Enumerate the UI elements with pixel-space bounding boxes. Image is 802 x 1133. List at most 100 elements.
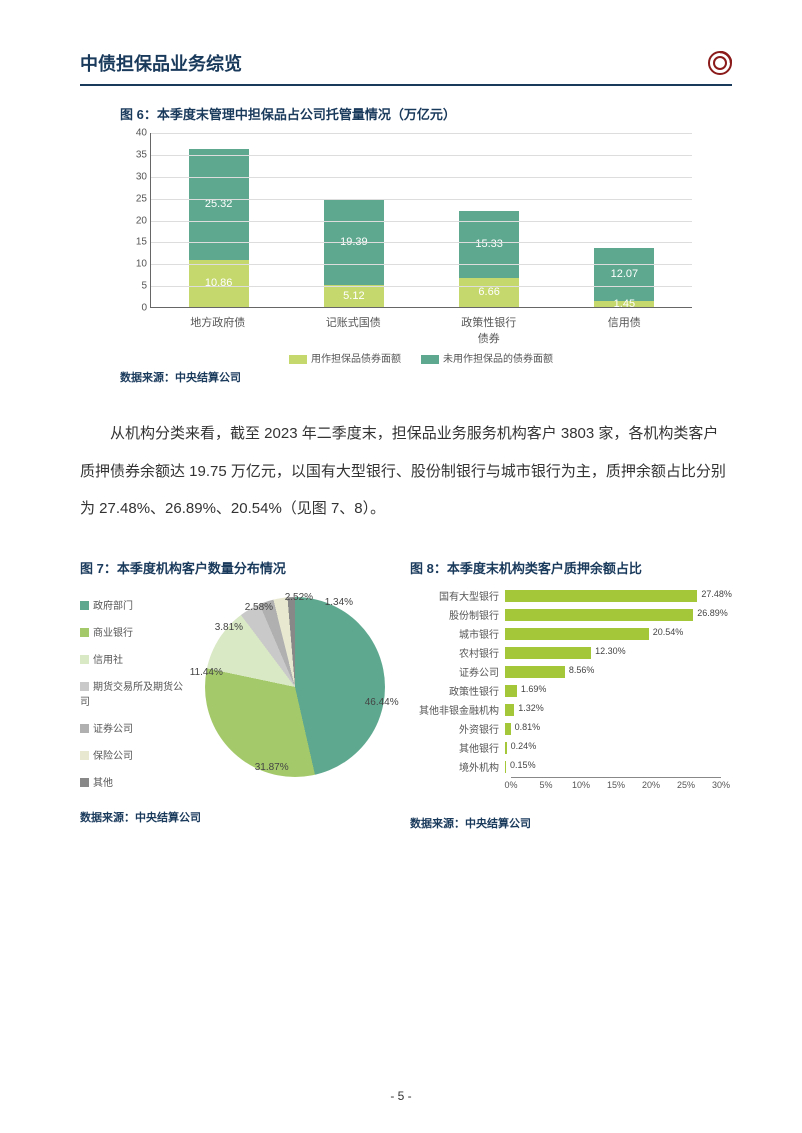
chart8-value: 0.15%	[510, 760, 536, 770]
chart7-title: 图 7：本季度机构客户数量分布情况	[80, 558, 380, 577]
page-number: - 5 -	[390, 1089, 411, 1103]
chart6-bar: 10.8625.32	[189, 149, 249, 307]
chart6-plot: 10.8625.32 5.1219.39 6.6615.33 1.4512.07 0 5…	[120, 133, 692, 363]
chart8-source: 数据来源：中央结算公司	[410, 815, 732, 831]
chart8-value: 26.89%	[697, 608, 728, 618]
chart6-segment: 5.12	[324, 285, 384, 307]
page-header: 中债担保品业务综览	[80, 50, 732, 86]
chart7-legend-item: 信用社	[80, 651, 185, 666]
chart7-slice-label: 2.52%	[285, 592, 313, 603]
chart8-label: 证券公司	[410, 664, 505, 679]
chart8-label: 国有大型银行	[410, 588, 505, 603]
chart8-row: 政策性银行 1.69%	[410, 682, 732, 700]
chart8-xtick: 10%	[572, 780, 590, 790]
chart8-value: 27.48%	[701, 589, 732, 599]
chart7-slice-label: 1.34%	[325, 597, 353, 608]
chart6-segment: 1.45	[594, 301, 654, 307]
chart6-section: 图 6：本季度末管理中担保品占公司托管量情况（万亿元） 10.8625.32 5.…	[80, 104, 732, 385]
chart7-section: 图 7：本季度机构客户数量分布情况 政府部门商业银行信用社期货交易所及期货公司证…	[80, 558, 380, 831]
chart8-xtick: 15%	[607, 780, 625, 790]
chart6-ytick: 30	[123, 171, 147, 182]
chart6-ytick: 15	[123, 237, 147, 248]
chart6-xlabel: 政策性银行债券	[459, 314, 519, 346]
chart8-label: 外资银行	[410, 721, 505, 736]
chart8-value: 0.24%	[511, 741, 537, 751]
chart8-xtick: 25%	[677, 780, 695, 790]
chart6-bar: 5.1219.39	[324, 200, 384, 307]
logo-icon	[708, 51, 732, 75]
chart7-slice-label: 31.87%	[255, 762, 289, 773]
chart8-row: 城市银行20.54%	[410, 625, 732, 643]
chart7-pie: 46.44%31.87%11.44%3.81%2.58%2.52%1.34%	[195, 587, 380, 787]
chart7-slice-label: 46.44%	[365, 697, 399, 708]
chart7-source: 数据来源：中央结算公司	[80, 809, 380, 825]
chart8-bar	[505, 628, 649, 640]
chart8-xtick: 5%	[539, 780, 552, 790]
chart7-slice-label: 3.81%	[215, 622, 243, 633]
chart8-label: 农村银行	[410, 645, 505, 660]
chart8-value: 1.69%	[521, 684, 547, 694]
chart8-row: 证券公司 8.56%	[410, 663, 732, 681]
chart6-bar: 6.6615.33	[459, 211, 519, 307]
chart6-ytick: 0	[123, 303, 147, 314]
bottom-charts-row: 图 7：本季度机构客户数量分布情况 政府部门商业银行信用社期货交易所及期货公司证…	[80, 558, 732, 831]
chart7-legend-item: 政府部门	[80, 597, 185, 612]
chart8-row: 境外机构 0.15%	[410, 758, 732, 776]
chart8-bar	[505, 742, 507, 754]
chart8-value: 12.30%	[595, 646, 626, 656]
chart8-bar	[505, 647, 591, 659]
chart6-ytick: 35	[123, 149, 147, 160]
chart8-bar	[505, 761, 506, 773]
chart8-xtick: 30%	[712, 780, 730, 790]
chart8-xtick: 20%	[642, 780, 660, 790]
chart8-row: 其他银行0.24%	[410, 739, 732, 757]
chart6-ytick: 5	[123, 281, 147, 292]
chart8-bar	[505, 590, 697, 602]
chart8-bar	[505, 723, 511, 735]
chart8-label: 股份制银行	[410, 607, 505, 622]
chart6-ytick: 10	[123, 259, 147, 270]
chart6-ytick: 20	[123, 215, 147, 226]
chart8-row: 股份制银行 26.89%	[410, 606, 732, 624]
chart8-value: 8.56%	[569, 665, 595, 675]
chart8-label: 境外机构	[410, 759, 505, 774]
chart8-bar	[505, 704, 514, 716]
chart6-segment: 6.66	[459, 278, 519, 307]
chart8-bar	[505, 609, 693, 621]
chart6-bar: 1.4512.07	[594, 248, 654, 307]
chart8-row: 其他非银金融机构 1.32%	[410, 701, 732, 719]
body-paragraph: 从机构分类来看，截至 2023 年二季度末，担保品业务服务机构客户 3803 家…	[80, 415, 732, 528]
chart8-title: 图 8：本季度末机构类客户质押余额占比	[410, 558, 732, 577]
chart6-legend-item: 用作担保品债券面额	[289, 350, 401, 365]
chart6-xlabel: 记账式国债	[323, 314, 383, 346]
chart6-segment: 12.07	[594, 248, 654, 301]
chart6-title: 图 6：本季度末管理中担保品占公司托管量情况（万亿元）	[120, 104, 732, 123]
chart8-bar	[505, 685, 517, 697]
chart6-source: 数据来源：中央结算公司	[120, 369, 732, 385]
chart6-xlabel: 地方政府债	[188, 314, 248, 346]
chart8-section: 图 8：本季度末机构类客户质押余额占比 国有大型银行 27.48% 股份制银行 26.…	[410, 558, 732, 831]
chart8-row: 外资银行 0.81%	[410, 720, 732, 738]
chart8-label: 其他非银金融机构	[410, 702, 505, 717]
chart6-xlabel: 信用债	[594, 314, 654, 346]
chart7-legend-item: 证券公司	[80, 720, 185, 735]
chart7-legend-item: 保险公司	[80, 747, 185, 762]
chart8-label: 政策性银行	[410, 683, 505, 698]
chart8-xtick: 0%	[504, 780, 517, 790]
chart8-row: 国有大型银行 27.48%	[410, 587, 732, 605]
chart7-legend-item: 商业银行	[80, 624, 185, 639]
chart6-segment: 10.86	[189, 260, 249, 308]
chart7-legend-item: 其他	[80, 774, 185, 789]
chart8-value: 1.32%	[518, 703, 544, 713]
chart7-legend-item: 期货交易所及期货公司	[80, 678, 185, 708]
chart7-slice-label: 11.44%	[190, 667, 223, 678]
chart8-row: 农村银行 12.30%	[410, 644, 732, 662]
chart8-label: 城市银行	[410, 626, 505, 641]
header-title: 中债担保品业务综览	[80, 50, 242, 76]
chart6-ytick: 25	[123, 193, 147, 204]
chart6-ytick: 40	[123, 128, 147, 139]
chart7-slice-label: 2.58%	[245, 602, 273, 613]
chart6-legend-item: 未用作担保品的债券面额	[421, 350, 553, 365]
chart8-bar	[505, 666, 565, 678]
chart8-value: 0.81%	[515, 722, 541, 732]
